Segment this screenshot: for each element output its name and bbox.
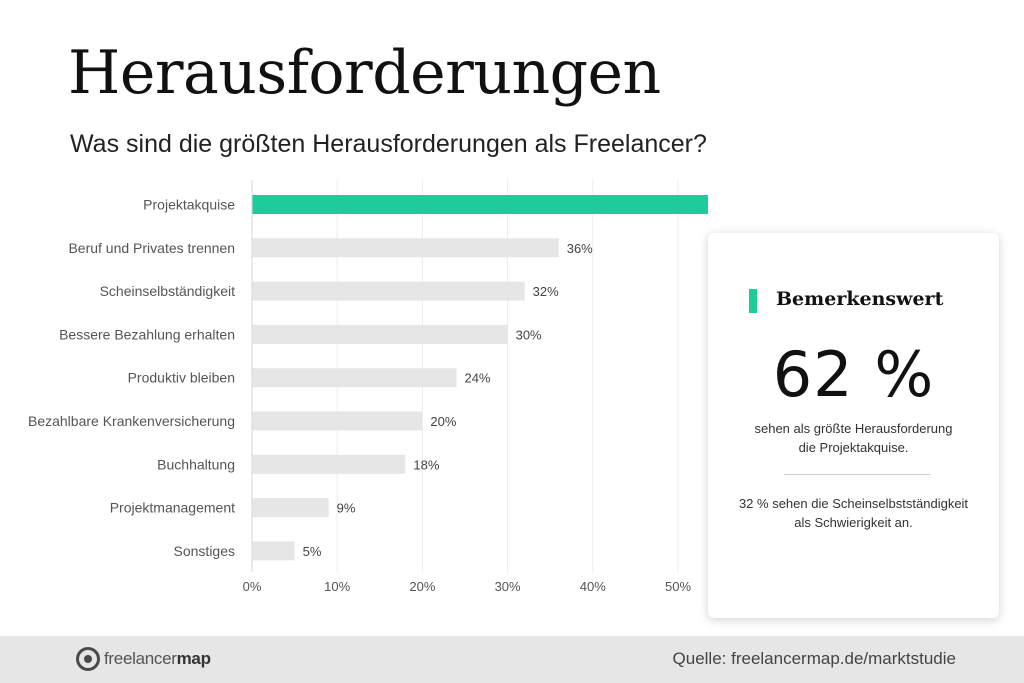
card-text-primary: sehen als größte Herausforderung die Pro…	[708, 419, 999, 457]
card-accent-bar	[749, 289, 757, 313]
bar-chart: 0%10%20%30%40%50%Projektakquise62%Beruf …	[28, 180, 708, 594]
page-subtitle: Was sind die größten Herausforderungen a…	[70, 130, 707, 158]
card-text-primary-line1: sehen als größte Herausforderung	[754, 421, 953, 436]
data-label: 32%	[533, 284, 559, 299]
data-label: 20%	[430, 414, 456, 429]
category-label: Sonstiges	[174, 543, 235, 559]
category-label: Bezahlbare Krankenversicherung	[28, 413, 235, 429]
category-label: Bessere Bezahlung erhalten	[59, 326, 235, 342]
bar	[252, 498, 329, 518]
category-label: Projektakquise	[143, 197, 235, 213]
card-text-primary-line2: die Projektakquise.	[798, 440, 909, 455]
bar	[252, 324, 508, 344]
category-label: Projektmanagement	[110, 500, 235, 516]
bar	[252, 281, 525, 301]
x-tick-label: 0%	[243, 579, 262, 594]
data-label: 24%	[464, 371, 490, 386]
logo-icon	[76, 647, 100, 671]
x-tick-label: 50%	[665, 579, 691, 594]
data-label: 9%	[337, 501, 356, 516]
card-heading: Bemerkenswert	[776, 288, 944, 310]
category-label: Buchhaltung	[157, 456, 235, 472]
card-text-secondary-line2: als Schwierigkeit an.	[794, 515, 913, 530]
data-label: 36%	[567, 241, 593, 256]
bar	[252, 541, 295, 561]
bar	[252, 454, 406, 474]
card-text-secondary: 32 % sehen die Scheinselbstständigkeit a…	[708, 494, 999, 532]
x-tick-label: 40%	[580, 579, 606, 594]
card-big-value: 62 %	[772, 338, 935, 411]
data-label: 18%	[413, 457, 439, 472]
x-tick-label: 30%	[495, 579, 521, 594]
page-title: Herausforderungen	[68, 38, 661, 108]
x-tick-label: 10%	[324, 579, 350, 594]
category-label: Scheinselbständigkeit	[100, 283, 236, 299]
card-text-secondary-line1: 32 % sehen die Scheinselbstständigkeit	[738, 496, 969, 511]
footer: freelancermap Quelle: freelancermap.de/m…	[0, 636, 1024, 683]
bar	[252, 195, 708, 214]
logo-wordmark: freelancermap	[104, 649, 211, 669]
logo-wordmark-light: freelancer	[104, 649, 177, 668]
bar	[252, 238, 559, 258]
category-label: Beruf und Privates trennen	[68, 240, 235, 256]
bar	[252, 368, 457, 388]
x-tick-label: 20%	[409, 579, 435, 594]
card-divider	[784, 474, 931, 475]
bar	[252, 411, 423, 431]
category-label: Produktiv bleiben	[128, 370, 235, 386]
highlight-card: Bemerkenswert 62 % sehen als größte Hera…	[708, 233, 999, 618]
source-link[interactable]: Quelle: freelancermap.de/marktstudie	[672, 649, 956, 668]
logo-wordmark-bold: map	[176, 649, 211, 668]
data-label: 5%	[303, 544, 322, 559]
data-label: 30%	[516, 327, 542, 342]
freelancermap-logo[interactable]: freelancermap	[76, 647, 211, 671]
